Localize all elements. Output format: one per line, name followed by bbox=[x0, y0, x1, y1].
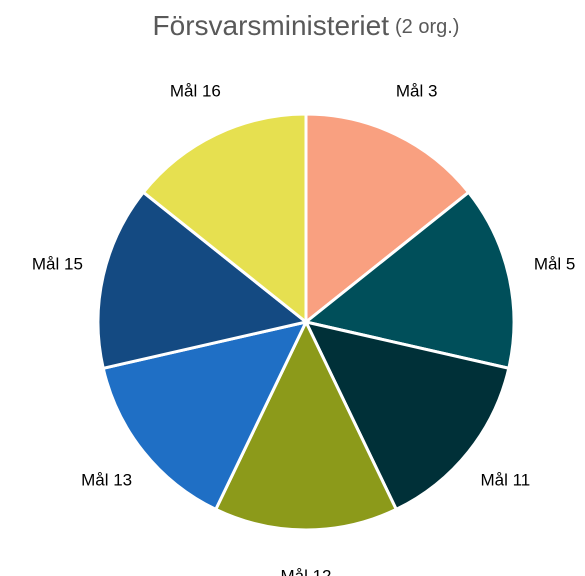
pie-slice bbox=[303, 319, 511, 512]
slice-label: Mål 5 bbox=[534, 255, 576, 274]
chart-subtitle: (2 org.) bbox=[395, 16, 459, 38]
chart-title: Försvarsministeriet bbox=[153, 10, 390, 41]
pie-slice bbox=[96, 190, 310, 371]
pie-slice bbox=[302, 190, 516, 371]
pie-slice bbox=[101, 319, 309, 512]
slice-label: Mål 15 bbox=[32, 255, 83, 274]
slice-label: Mål 11 bbox=[480, 470, 530, 489]
pie-slice bbox=[213, 318, 399, 532]
chart-title-group: Försvarsministeriet (2 org.) bbox=[153, 10, 460, 41]
pie-slice bbox=[141, 112, 308, 326]
slice-label: Mål 16 bbox=[170, 82, 221, 101]
pie-slice bbox=[304, 112, 471, 326]
slice-label: Mål 12 bbox=[280, 566, 331, 576]
slice-label: Mål 3 bbox=[396, 82, 438, 101]
slice-label: Mål 13 bbox=[81, 470, 132, 489]
